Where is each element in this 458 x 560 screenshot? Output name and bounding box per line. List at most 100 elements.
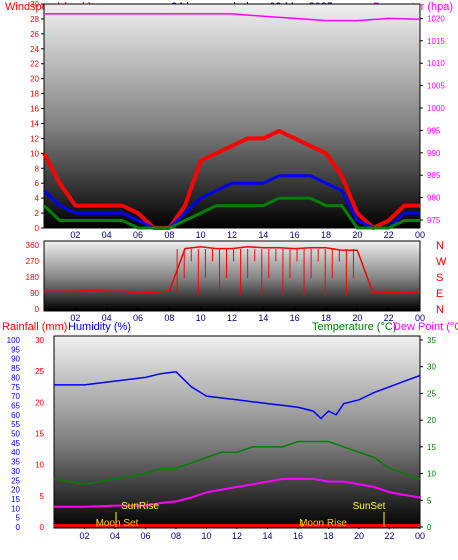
moonset-label: Moon Set [96, 518, 139, 529]
wind-ytick-label: 16 [30, 105, 39, 114]
baro-ytick-label: 1005 [427, 82, 445, 91]
baro-ytick-label: 985 [427, 171, 441, 180]
wind-ytick-label: 26 [30, 30, 39, 39]
direction-xtick-label: 08 [164, 313, 174, 323]
temp-xtick-label: 18 [323, 531, 333, 541]
direction-ytick-label: 90 [30, 289, 39, 298]
rainfall-tick-label: 10 [35, 461, 44, 470]
wind-direction-line [44, 246, 421, 294]
humidity-pct-tick-label: 15 [11, 495, 20, 504]
direction-xtick-label: 12 [227, 313, 237, 323]
humidity-pct-tick-label: 50 [11, 430, 20, 439]
direction-panel-bg [43, 240, 421, 312]
humidity-pct-tick-label: 20 [11, 486, 20, 495]
humidity-pct-tick-label: 30 [11, 467, 20, 476]
temperature-line [53, 440, 421, 486]
direction-ytick-label: 0 [35, 305, 40, 314]
wind-ytick-label: 0 [35, 224, 40, 233]
humidity-pct-tick-label: 75 [11, 383, 20, 392]
wind-ytick-label: 30 [30, 0, 39, 9]
direction-xtick-label: 00 [415, 313, 425, 323]
temp-xtick-label: 16 [293, 531, 303, 541]
wind-xtick-label: 16 [290, 230, 300, 240]
rainfall-tick-label: 15 [35, 430, 44, 439]
temp-xtick-label: 10 [201, 531, 211, 541]
wind-ytick-label: 12 [30, 134, 39, 143]
wind-ytick-label: 10 [30, 149, 39, 158]
temp-ytick-label: 10 [427, 470, 436, 479]
temp-ytick-label: 30 [427, 363, 436, 372]
wind-ytick-label: 20 [30, 75, 39, 84]
wind-ytick-label: 2 [35, 209, 40, 218]
humidity-pct-tick-label: 100 [7, 336, 21, 345]
wind-xtick-label: 20 [352, 230, 362, 240]
baro-ytick-label: 1020 [427, 14, 445, 23]
sunset-label: SunSet [353, 501, 386, 512]
direction-xtick-label: 14 [258, 313, 268, 323]
wind-panel-bg [43, 3, 421, 229]
wind-xtick-label: 04 [102, 230, 112, 240]
baro-ytick-label: 980 [427, 194, 441, 203]
wind-ytick-label: 18 [30, 90, 39, 99]
temp-ytick-label: 20 [427, 416, 436, 425]
temp-xtick-label: 00 [415, 531, 425, 541]
compass-label: E [436, 288, 443, 300]
direction-xtick-label: 06 [133, 313, 143, 323]
wind-xtick-label: 08 [164, 230, 174, 240]
baro-ytick-label: 990 [427, 149, 441, 158]
dewpoint-axis-label: Dew Point (°C) [393, 321, 458, 333]
temp-xtick-label: 14 [262, 531, 272, 541]
temp-xtick-label: 06 [140, 531, 150, 541]
wind-xtick-label: 12 [227, 230, 237, 240]
baro-ytick-label: 1000 [427, 104, 445, 113]
direction-xtick-label: 16 [290, 313, 300, 323]
temp-xtick-label: 02 [79, 531, 89, 541]
direction-ytick-label: 360 [26, 241, 40, 250]
temp-xtick-label: 04 [110, 531, 120, 541]
wind-ytick-label: 4 [35, 194, 40, 203]
direction-xtick-label: 10 [196, 313, 206, 323]
wind-ytick-label: 8 [35, 164, 40, 173]
rainfall-tick-label: 0 [40, 523, 45, 532]
temp-ytick-label: 15 [427, 443, 436, 452]
humidity-axis-label: Humidity (%) [68, 321, 131, 333]
temp-ytick-label: 25 [427, 389, 436, 398]
wind-ytick-label: 28 [30, 15, 39, 24]
baro-ytick-label: 1015 [427, 37, 445, 46]
humidity-line [54, 371, 421, 420]
humidity-pct-tick-label: 85 [11, 364, 20, 373]
humidity-pct-tick-label: 60 [11, 411, 20, 420]
wind-ytick-label: 14 [30, 119, 39, 128]
temp-xtick-label: 22 [384, 531, 394, 541]
direction-ytick-label: 270 [26, 257, 40, 266]
humidity-pct-tick-label: 40 [11, 448, 20, 457]
humidity-pct-tick-label: 10 [11, 504, 20, 513]
rainfall-tick-label: 20 [35, 398, 44, 407]
humidity-pct-tick-label: 55 [11, 420, 20, 429]
baro-ytick-label: 1025 [427, 0, 445, 1]
humidity-pct-tick-label: 35 [11, 458, 20, 467]
baro-ytick-label: 1010 [427, 59, 445, 68]
direction-xtick-label: 04 [102, 313, 112, 323]
barometer-line [44, 13, 421, 22]
wind-min-line [42, 196, 420, 230]
baro-ytick-label: 995 [427, 126, 441, 135]
humidity-pct-tick-label: 65 [11, 401, 20, 410]
humidity-pct-tick-label: 25 [11, 476, 20, 485]
rainfall-tick-label: 30 [35, 336, 44, 345]
compass-label: S [436, 272, 443, 284]
humidity-pct-tick-label: 5 [16, 514, 21, 523]
temp-xtick-label: 12 [232, 531, 242, 541]
wind-avg-line [42, 174, 420, 230]
rainfall-tick-label: 5 [40, 492, 45, 501]
wind-xtick-label: 02 [70, 230, 80, 240]
moonrise-label: Moon Rise [299, 518, 347, 529]
compass-label: W [436, 256, 447, 268]
wind-xtick-label: 14 [258, 230, 268, 240]
direction-xtick-label: 02 [70, 313, 80, 323]
direction-xtick-label: 22 [384, 313, 394, 323]
dewpoint-line [54, 477, 421, 508]
wind-xtick-label: 18 [321, 230, 331, 240]
compass-label: N [436, 304, 444, 316]
